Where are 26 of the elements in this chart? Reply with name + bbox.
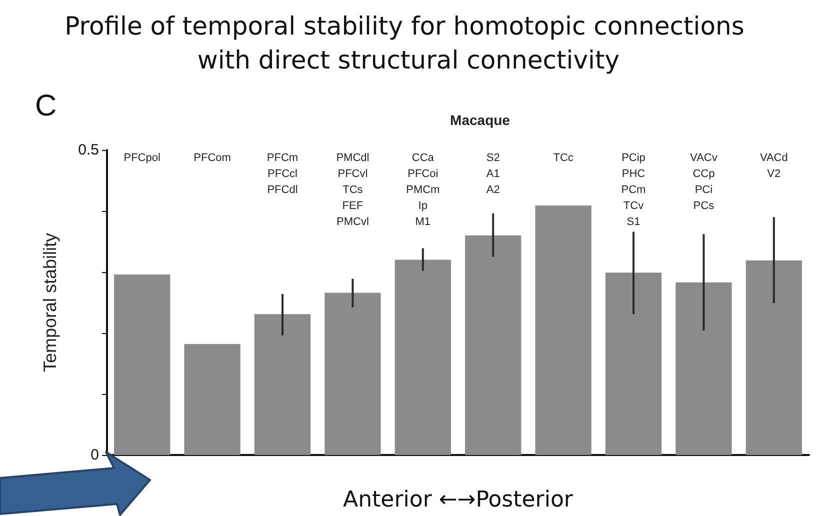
bar [324,292,381,455]
x-tick-label: PMCdl PFCvl TCs FEF PMCvl [336,152,370,228]
bar [535,206,592,455]
bar [184,344,240,455]
x-tick-label: PFCom [194,152,231,164]
x-tick-label: CCa PFCoi PMCm Ip M1 [406,152,440,228]
bar [746,260,802,455]
x-tick-label: S2 A1 A2 [486,152,500,196]
bar [254,314,311,455]
bar [465,235,522,455]
chart-subtitle: Macaque [450,112,510,128]
x-tick-label: PFCm PFCcl PFCdl [266,152,298,196]
x-tick-label: TCc [553,152,574,164]
x-axis-title: Anterior ←→Posterior [343,488,574,512]
chart-title: Profile of temporal stability for homotopic connections with direct structural connectivity [64,12,752,74]
text: C [35,90,57,122]
x-tick-label: VACv CCp PCi PCs [690,152,718,212]
x-tick-label: PFCpol [124,152,160,164]
bar [394,260,451,455]
y-tick-label: 0 [90,446,99,464]
y-axis-title: Temporal stability [40,232,60,372]
bar [605,272,662,455]
y-tick-label: 0.5 [78,142,99,158]
x-tick-label: PCip PHC PCm TCv S1 [621,152,646,228]
x-tick-label: VACd V2 [760,152,788,180]
bar [676,282,732,455]
